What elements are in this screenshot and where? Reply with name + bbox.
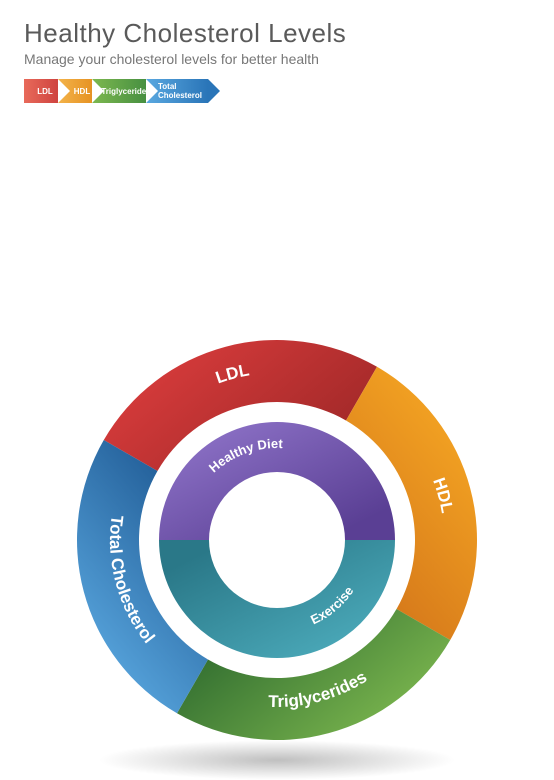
cholesterol-ring-chart: LDLHDLTriglyceridesTotal CholesterolHeal… xyxy=(67,330,487,750)
page-title: Healthy Cholesterol Levels xyxy=(24,18,554,49)
legend-bar: LDL HDL Triglycerides Total Cholesterol xyxy=(24,79,554,103)
legend-label: HDL xyxy=(74,87,90,96)
page-subtitle: Manage your cholesterol levels for bette… xyxy=(24,51,554,67)
center-hole xyxy=(219,482,335,598)
legend-label: LDL xyxy=(37,87,53,96)
legend-label: Total Cholesterol xyxy=(158,82,202,100)
legend-item-total-cholesterol: Total Cholesterol xyxy=(146,79,208,103)
legend-label: Triglycerides xyxy=(101,87,150,96)
legend-item-triglycerides: Triglycerides xyxy=(92,79,154,103)
